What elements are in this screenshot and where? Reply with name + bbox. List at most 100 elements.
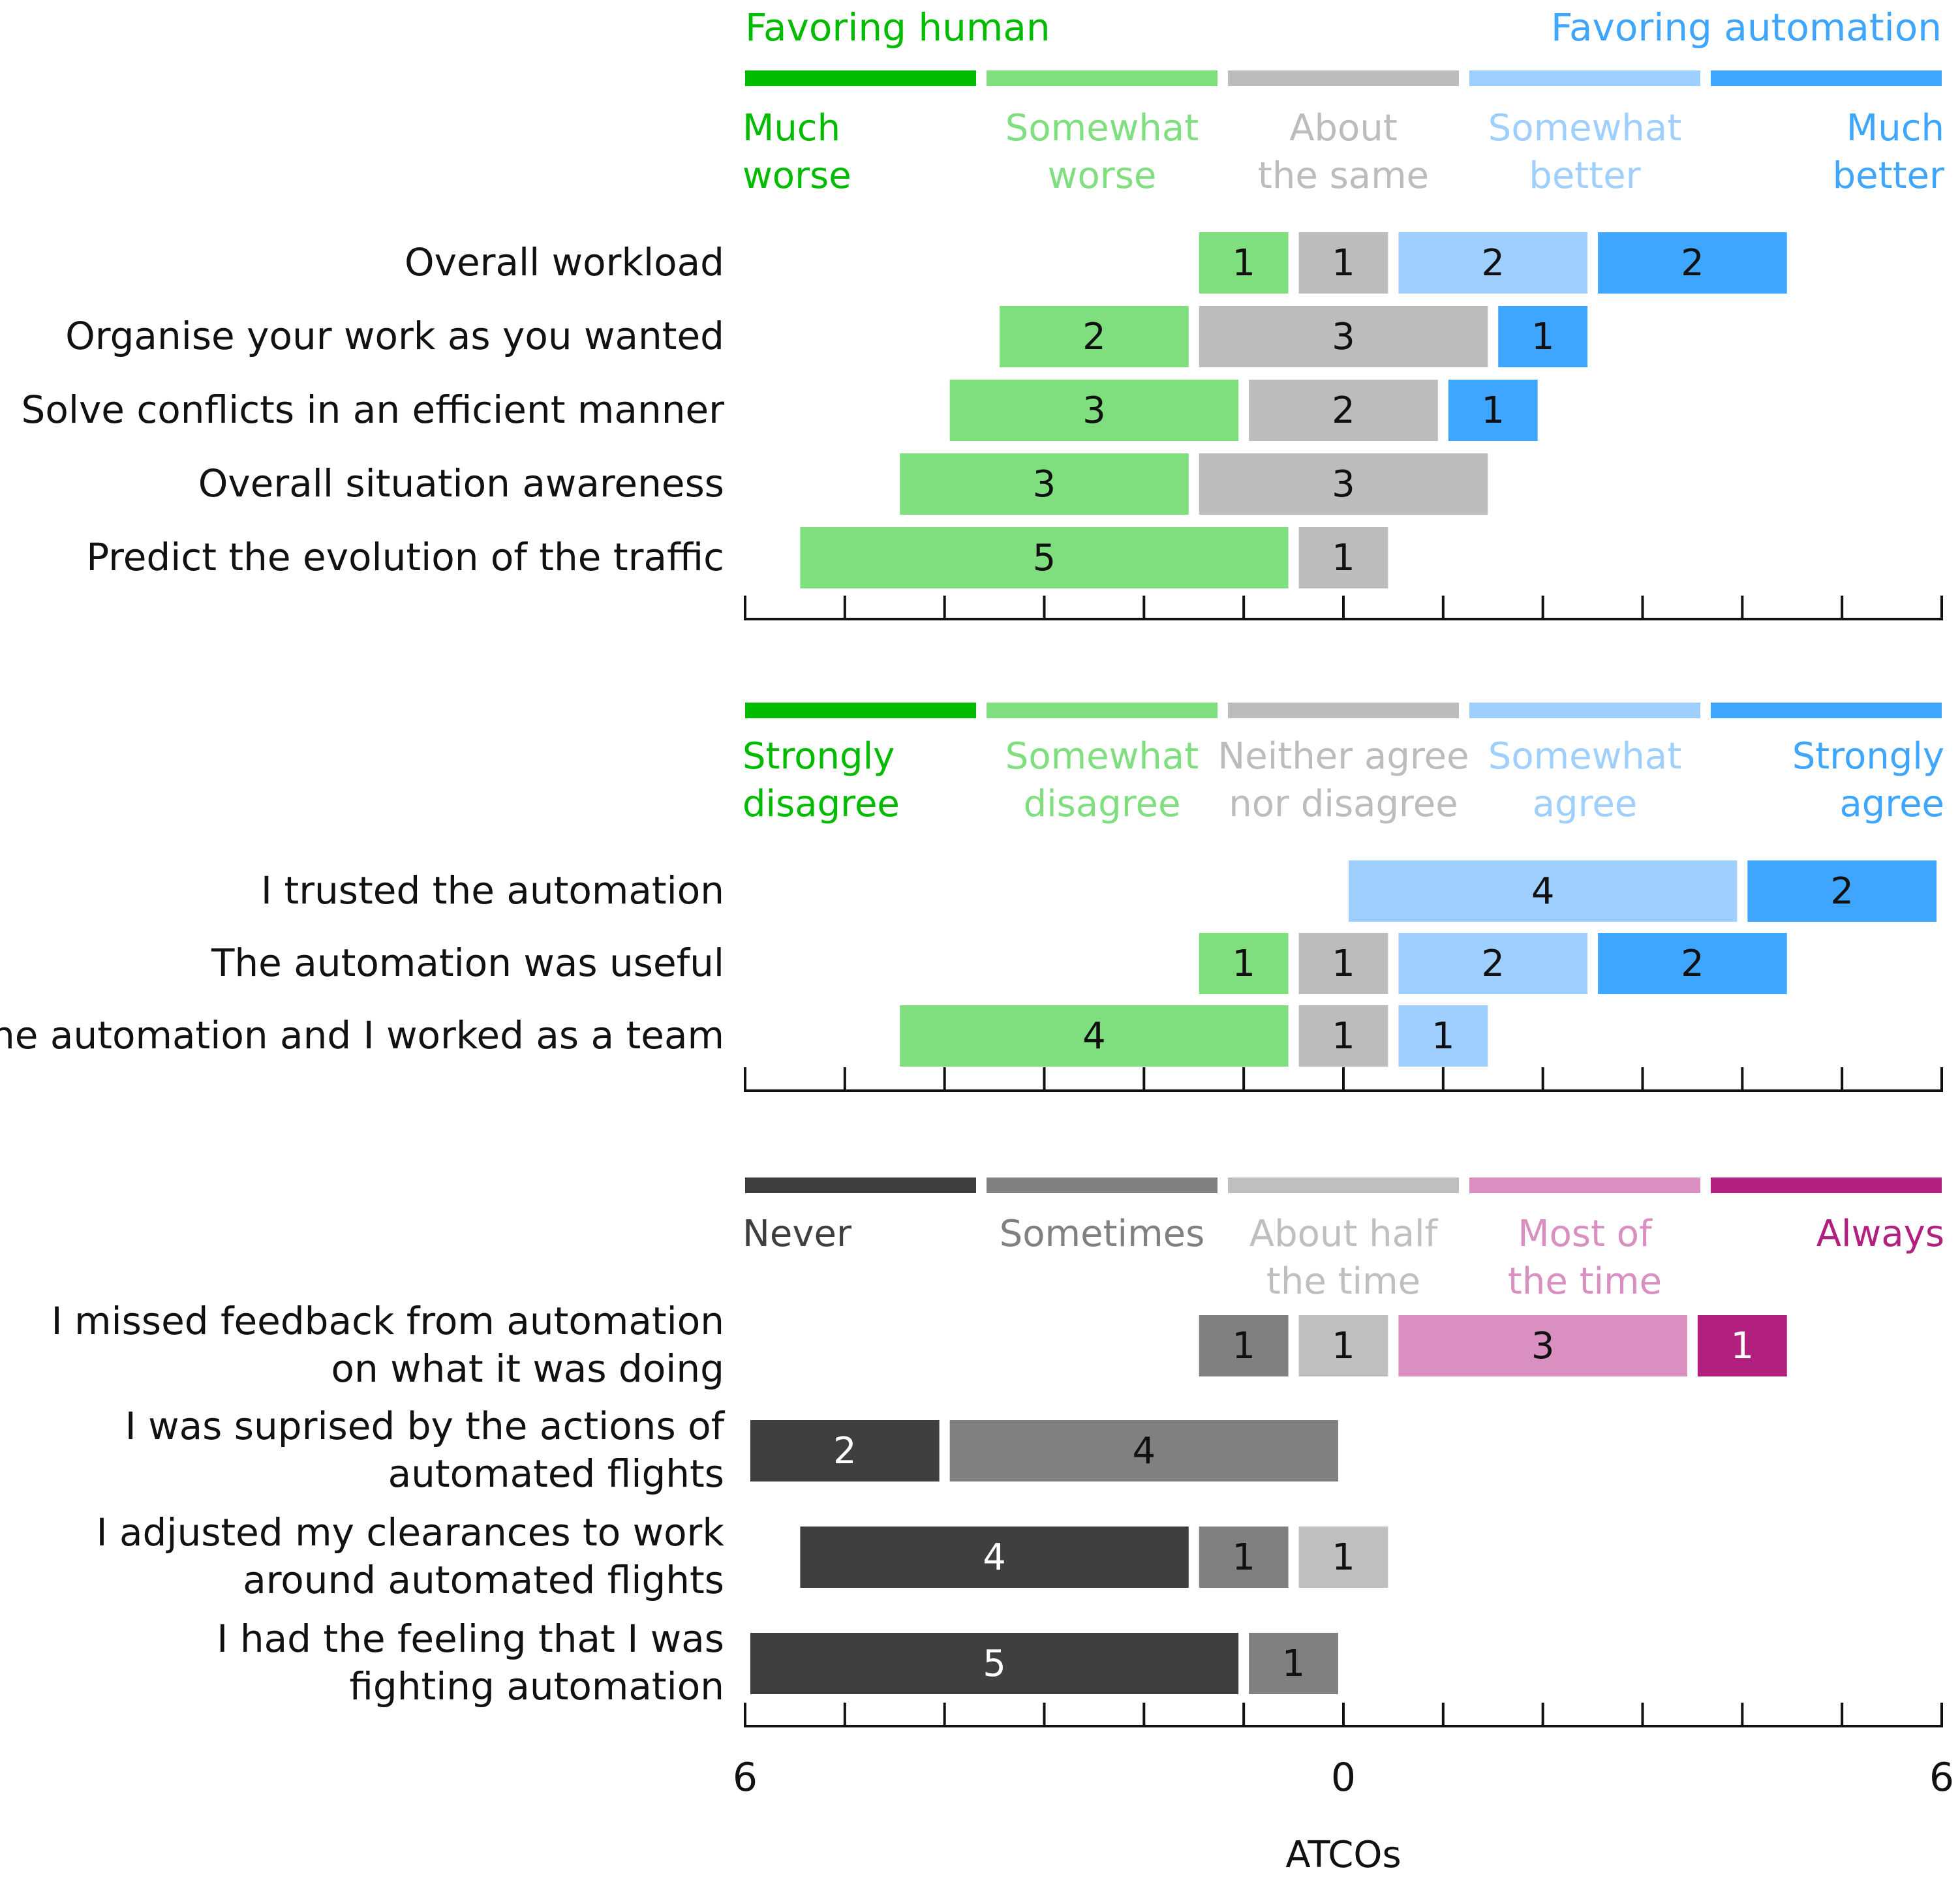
row-label: I had the feeling that I was fighting aut… <box>217 1617 724 1709</box>
scale-label-1: Strongly disagree <box>743 735 900 825</box>
bar-value-label: 2 <box>1082 316 1106 358</box>
scale-label-4: Somewhat better <box>1488 107 1681 197</box>
bar-segment <box>1747 860 1937 922</box>
bar-value-label: 1 <box>1332 943 1355 985</box>
bar-segment <box>1199 933 1289 994</box>
scale-label-3: About half the time <box>1249 1213 1439 1303</box>
scale-label-2: Somewhat worse <box>1005 107 1199 197</box>
bar-segment <box>1199 306 1488 367</box>
scale-bar-2 <box>987 1178 1217 1193</box>
bar-value-label: 3 <box>1332 316 1355 358</box>
bar-segment <box>1498 306 1588 367</box>
panel-3: Never Sometimes About half the time Most of t… <box>52 1178 1944 1727</box>
row-1-4: 3 3 Overall situation awareness <box>198 453 1488 515</box>
scale-bar-1 <box>745 1178 976 1193</box>
row-3-3: 4 1 1 I adjusted my clearances to work aroun… <box>96 1510 1388 1602</box>
row-label: Overall workload <box>405 240 724 284</box>
scale-bar-3 <box>1228 70 1459 86</box>
scale-bar-2 <box>987 703 1217 718</box>
bar-value-label: 1 <box>1481 389 1505 432</box>
scale-bar-5 <box>1711 70 1942 86</box>
bar-segment <box>1249 1633 1338 1694</box>
row-label: I missed feedback from automation on what… <box>52 1299 724 1391</box>
x-axis-2 <box>744 1067 1943 1092</box>
scale-bar-4 <box>1469 70 1700 86</box>
scale-label-5: Much better <box>1833 107 1945 197</box>
bar-segment <box>1298 527 1388 588</box>
scale-label-2: Sometimes <box>1000 1213 1205 1255</box>
row-label: I was suprised by the actions of automate… <box>125 1404 726 1496</box>
bar-segment <box>1448 380 1538 441</box>
x-axis-3 <box>744 1703 1943 1727</box>
bar-value-label: 3 <box>1082 389 1106 432</box>
bar-value-label: 2 <box>1481 242 1505 284</box>
bar-segment <box>1398 933 1588 994</box>
bar-value-label: 5 <box>1033 537 1056 579</box>
row-1-3: 3 2 1 Solve conflicts in an efficient manne… <box>22 380 1538 441</box>
bar-segment <box>1298 933 1388 994</box>
x-axis-title: ATCOs <box>1285 1834 1401 1876</box>
bar-segment <box>750 1420 940 1481</box>
row-label: The automation was useful <box>211 941 724 985</box>
panel-1: Much worse Somewhat worse About the same Somew… <box>22 70 1945 620</box>
bar-segment <box>1598 933 1787 994</box>
bar-segment <box>1249 380 1438 441</box>
scale-label-4: Somewhat agree <box>1488 735 1681 825</box>
bar-segment <box>800 1527 1189 1588</box>
row-2-3: 4 1 1 The automation and I worked as a team <box>0 1005 1488 1067</box>
tick-label: 6 <box>1929 1755 1954 1800</box>
row-2-2: 1 1 2 2 The automation was useful <box>211 933 1787 994</box>
panel-2: Strongly disagree Somewhat disagreeNeither … <box>0 703 1944 1092</box>
bar-segment <box>1199 1527 1289 1588</box>
tick-label: 0 <box>1331 1755 1356 1800</box>
bar-value-label: 1 <box>1332 1536 1355 1579</box>
bar-segment <box>900 453 1189 515</box>
scale-label-3: Neither agree nor disagree <box>1217 735 1469 825</box>
bar-segment <box>1398 232 1588 294</box>
scale-bar-5 <box>1711 703 1942 718</box>
bar-segment <box>1398 1315 1687 1376</box>
bar-value-label: 2 <box>1481 943 1505 985</box>
bar-value-label: 2 <box>1681 943 1704 985</box>
scale-label-1: Much worse <box>743 107 851 197</box>
row-1-2: 2 3 1 Organise your work as you wanted <box>65 306 1588 367</box>
bar-segment <box>1298 1005 1388 1067</box>
bar-segment <box>1298 1315 1388 1376</box>
tick-label: 6 <box>733 1755 758 1800</box>
scale-label-2: Somewhat disagree <box>1005 735 1199 825</box>
scale-label-3: About the same <box>1258 107 1429 197</box>
bar-value-label: 1 <box>1531 316 1555 358</box>
scale-bar-5 <box>1711 1178 1942 1193</box>
bar-value-label: 1 <box>1232 1536 1255 1579</box>
bar-value-label: 1 <box>1282 1643 1306 1685</box>
scale-bar-4 <box>1469 1178 1700 1193</box>
row-3-1: 1 1 3 1 I missed feedback from automation on … <box>52 1299 1787 1391</box>
bar-value-label: 3 <box>1332 463 1355 506</box>
bar-value-label: 4 <box>1133 1430 1156 1472</box>
scale-bar-1 <box>745 70 976 86</box>
row-label: Predict the evolution of the traffic <box>86 535 724 579</box>
scale-bar-4 <box>1469 703 1700 718</box>
bar-value-label: 3 <box>1033 463 1056 506</box>
row-label: I adjusted my clearances to work around a… <box>96 1510 724 1602</box>
bar-value-label: 2 <box>1681 242 1704 284</box>
x-axis-1 <box>744 596 1943 620</box>
bar-value-label: 4 <box>983 1536 1006 1579</box>
row-label: The automation and I worked as a team <box>0 1013 724 1057</box>
bar-value-label: 1 <box>1332 1325 1355 1367</box>
bar-value-label: 1 <box>1332 537 1355 579</box>
bar-value-label: 1 <box>1332 1015 1355 1057</box>
bar-value-label: 1 <box>1232 1325 1255 1367</box>
bar-segment <box>1349 860 1738 922</box>
scale-label-4: Most of the time <box>1508 1213 1662 1303</box>
row-1-1: 1 1 2 2 Overall workload <box>405 232 1787 294</box>
row-1-5: 5 1 Predict the evolution of the traffic <box>86 527 1388 588</box>
bar-value-label: 4 <box>1531 870 1555 913</box>
bar-value-label: 2 <box>1332 389 1355 432</box>
scale-bar-3 <box>1228 703 1459 718</box>
bar-value-label: 1 <box>1232 943 1255 985</box>
bar-segment <box>800 527 1289 588</box>
bar-segment <box>1398 1005 1488 1067</box>
row-label: Organise your work as you wanted <box>65 314 724 358</box>
